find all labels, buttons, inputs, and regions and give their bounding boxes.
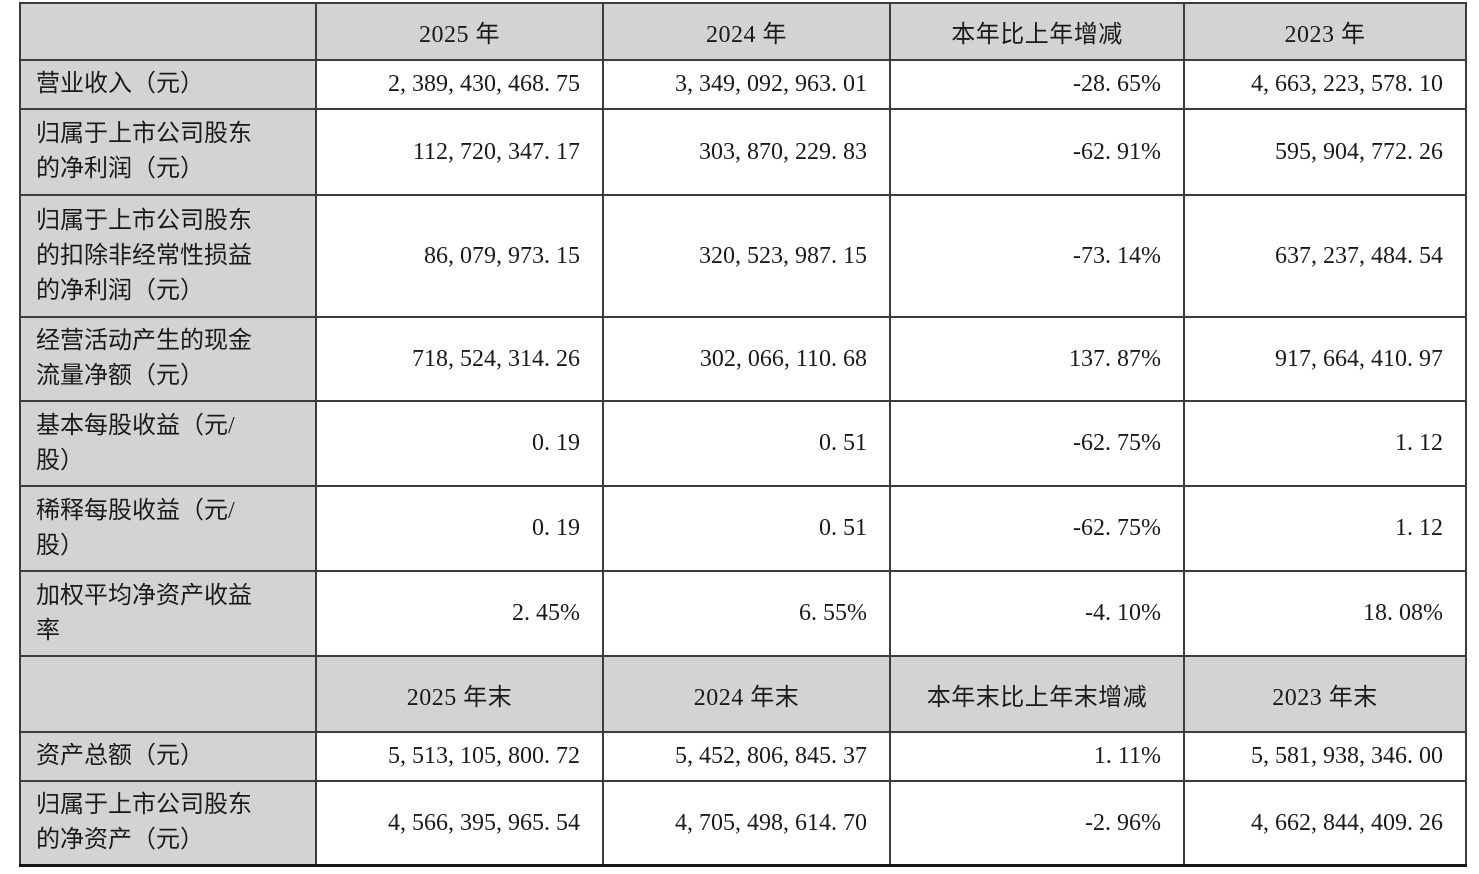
table-row-operating-cash-flow: 经营活动产生的现金流量净额（元） 718, 524, 314. 26 302, … <box>19 316 1467 402</box>
column-header-yoy-change: 本年比上年增减 <box>889 2 1185 61</box>
value-cell-revenue-2025: 2, 389, 430, 468. 75 <box>315 59 604 110</box>
period-end-header-row: 2025 年末 2024 年末 本年末比上年末增减 2023 年末 <box>19 655 1467 733</box>
table-row-non-recurring-net-profit: 归属于上市公司股东的扣除非经常性损益的净利润（元） 86, 079, 973. … <box>19 194 1467 318</box>
value-cell-net-assets-change: -2. 96% <box>889 780 1185 867</box>
table-row-operating-revenue: 营业收入（元） 2, 389, 430, 468. 75 3, 349, 092… <box>19 59 1467 110</box>
value-cell-net-profit-2024: 303, 870, 229. 83 <box>602 108 891 196</box>
table-row-total-assets: 资产总额（元） 5, 513, 105, 800. 72 5, 452, 806… <box>19 731 1467 782</box>
value-cell-basic-eps-change: -62. 75% <box>889 400 1185 487</box>
column-header-2025: 2025 年 <box>315 2 604 61</box>
row-label-basic-eps: 基本每股收益（元/股） <box>19 400 317 487</box>
value-cell-basic-eps-2024: 0. 51 <box>602 400 891 487</box>
row-label-total-assets: 资产总额（元） <box>19 731 317 782</box>
value-cell-net-assets-2024: 4, 705, 498, 614. 70 <box>602 780 891 867</box>
row-label-diluted-eps: 稀释每股收益（元/股） <box>19 485 317 572</box>
corner-cell-period-end <box>19 655 317 733</box>
value-cell-net-profit-2025: 112, 720, 347. 17 <box>315 108 604 196</box>
value-cell-diluted-eps-2024: 0. 51 <box>602 485 891 572</box>
value-cell-total-assets-2024: 5, 452, 806, 845. 37 <box>602 731 891 782</box>
value-cell-roe-2024: 6. 55% <box>602 570 891 657</box>
row-label-operating-revenue: 营业收入（元） <box>19 59 317 110</box>
row-label-non-recurring-net-profit: 归属于上市公司股东的扣除非经常性损益的净利润（元） <box>19 194 317 318</box>
value-cell-net-profit-2023: 595, 904, 772. 26 <box>1183 108 1467 196</box>
value-cell-roe-change: -4. 10% <box>889 570 1185 657</box>
financial-summary-table: 2025 年 2024 年 本年比上年增减 2023 年 营业收入（元） 2, … <box>19 2 1467 867</box>
value-cell-nonrec-2024: 320, 523, 987. 15 <box>602 194 891 318</box>
column-header-2024-end: 2024 年末 <box>602 655 891 733</box>
value-cell-net-assets-2023: 4, 662, 844, 409. 26 <box>1183 780 1467 867</box>
value-cell-roe-2023: 18. 08% <box>1183 570 1467 657</box>
column-header-2024: 2024 年 <box>602 2 891 61</box>
value-cell-nonrec-2023: 637, 237, 484. 54 <box>1183 194 1467 318</box>
value-cell-diluted-eps-change: -62. 75% <box>889 485 1185 572</box>
value-cell-cash-flow-change: 137. 87% <box>889 316 1185 402</box>
value-cell-net-profit-change: -62. 91% <box>889 108 1185 196</box>
value-cell-net-assets-2025: 4, 566, 395, 965. 54 <box>315 780 604 867</box>
row-label-net-assets: 归属于上市公司股东的净资产（元） <box>19 780 317 867</box>
value-cell-basic-eps-2023: 1. 12 <box>1183 400 1467 487</box>
value-cell-nonrec-2025: 86, 079, 973. 15 <box>315 194 604 318</box>
value-cell-revenue-2024: 3, 349, 092, 963. 01 <box>602 59 891 110</box>
table-row-weighted-avg-roe: 加权平均净资产收益率 2. 45% 6. 55% -4. 10% 18. 08% <box>19 570 1467 657</box>
value-cell-revenue-2023: 4, 663, 223, 578. 10 <box>1183 59 1467 110</box>
value-cell-total-assets-change: 1. 11% <box>889 731 1185 782</box>
value-cell-nonrec-change: -73. 14% <box>889 194 1185 318</box>
value-cell-roe-2025: 2. 45% <box>315 570 604 657</box>
column-header-2023: 2023 年 <box>1183 2 1467 61</box>
table-row-net-assets: 归属于上市公司股东的净资产（元） 4, 566, 395, 965. 54 4,… <box>19 780 1467 867</box>
value-cell-cash-flow-2025: 718, 524, 314. 26 <box>315 316 604 402</box>
corner-cell-annual <box>19 2 317 61</box>
value-cell-diluted-eps-2025: 0. 19 <box>315 485 604 572</box>
value-cell-basic-eps-2025: 0. 19 <box>315 400 604 487</box>
table-row-diluted-eps: 稀释每股收益（元/股） 0. 19 0. 51 -62. 75% 1. 12 <box>19 485 1467 572</box>
value-cell-cash-flow-2023: 917, 664, 410. 97 <box>1183 316 1467 402</box>
row-label-operating-cash-flow: 经营活动产生的现金流量净额（元） <box>19 316 317 402</box>
value-cell-cash-flow-2024: 302, 066, 110. 68 <box>602 316 891 402</box>
row-label-net-profit: 归属于上市公司股东的净利润（元） <box>19 108 317 196</box>
table-row-net-profit: 归属于上市公司股东的净利润（元） 112, 720, 347. 17 303, … <box>19 108 1467 196</box>
column-header-period-end-change: 本年末比上年末增减 <box>889 655 1185 733</box>
annual-header-row: 2025 年 2024 年 本年比上年增减 2023 年 <box>19 2 1467 61</box>
column-header-2025-end: 2025 年末 <box>315 655 604 733</box>
value-cell-total-assets-2025: 5, 513, 105, 800. 72 <box>315 731 604 782</box>
value-cell-diluted-eps-2023: 1. 12 <box>1183 485 1467 572</box>
row-label-weighted-avg-roe: 加权平均净资产收益率 <box>19 570 317 657</box>
column-header-2023-end: 2023 年末 <box>1183 655 1467 733</box>
value-cell-revenue-change: -28. 65% <box>889 59 1185 110</box>
table-row-basic-eps: 基本每股收益（元/股） 0. 19 0. 51 -62. 75% 1. 12 <box>19 400 1467 487</box>
value-cell-total-assets-2023: 5, 581, 938, 346. 00 <box>1183 731 1467 782</box>
